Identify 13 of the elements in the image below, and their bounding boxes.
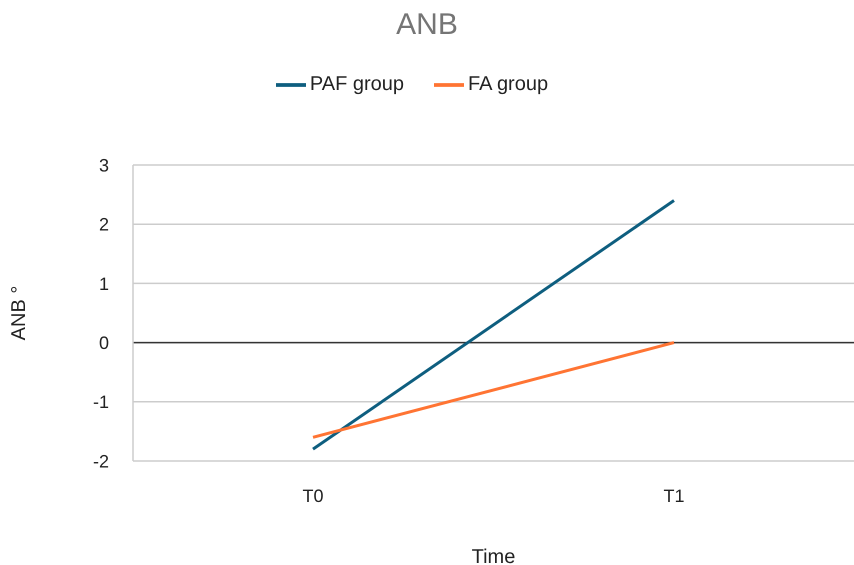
y-tick-label: -1 bbox=[92, 392, 109, 412]
chart-title: ANB bbox=[395, 8, 459, 42]
legend-label: PAF group bbox=[310, 73, 404, 96]
y-tick-label: 3 bbox=[98, 155, 109, 176]
x-tick-label: T0 bbox=[302, 486, 324, 506]
x-axis-title: Time bbox=[472, 546, 516, 565]
y-axis-title: ANB ° bbox=[8, 286, 30, 340]
legend-label: FA group bbox=[468, 73, 548, 96]
y-tick-label: 2 bbox=[98, 214, 109, 235]
y-tick-label: 0 bbox=[98, 332, 109, 353]
x-tick-label: T1 bbox=[663, 486, 685, 506]
y-tick-label: -2 bbox=[92, 451, 109, 472]
y-tick-label: 1 bbox=[98, 274, 109, 294]
